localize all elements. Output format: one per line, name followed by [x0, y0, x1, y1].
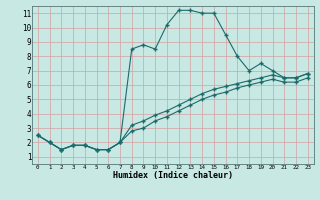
X-axis label: Humidex (Indice chaleur): Humidex (Indice chaleur)	[113, 171, 233, 180]
